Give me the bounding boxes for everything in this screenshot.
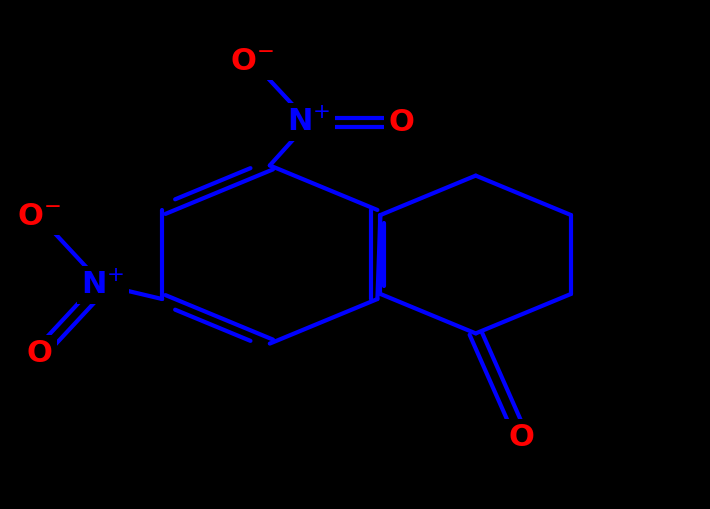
Text: O: O — [509, 423, 535, 452]
Text: O: O — [26, 340, 52, 368]
Text: N$^{+}$: N$^{+}$ — [287, 107, 331, 137]
Text: O: O — [388, 108, 414, 136]
Text: N$^{+}$: N$^{+}$ — [81, 270, 125, 300]
Text: O$^{−}$: O$^{−}$ — [17, 202, 61, 231]
Text: O$^{−}$: O$^{−}$ — [230, 47, 274, 75]
